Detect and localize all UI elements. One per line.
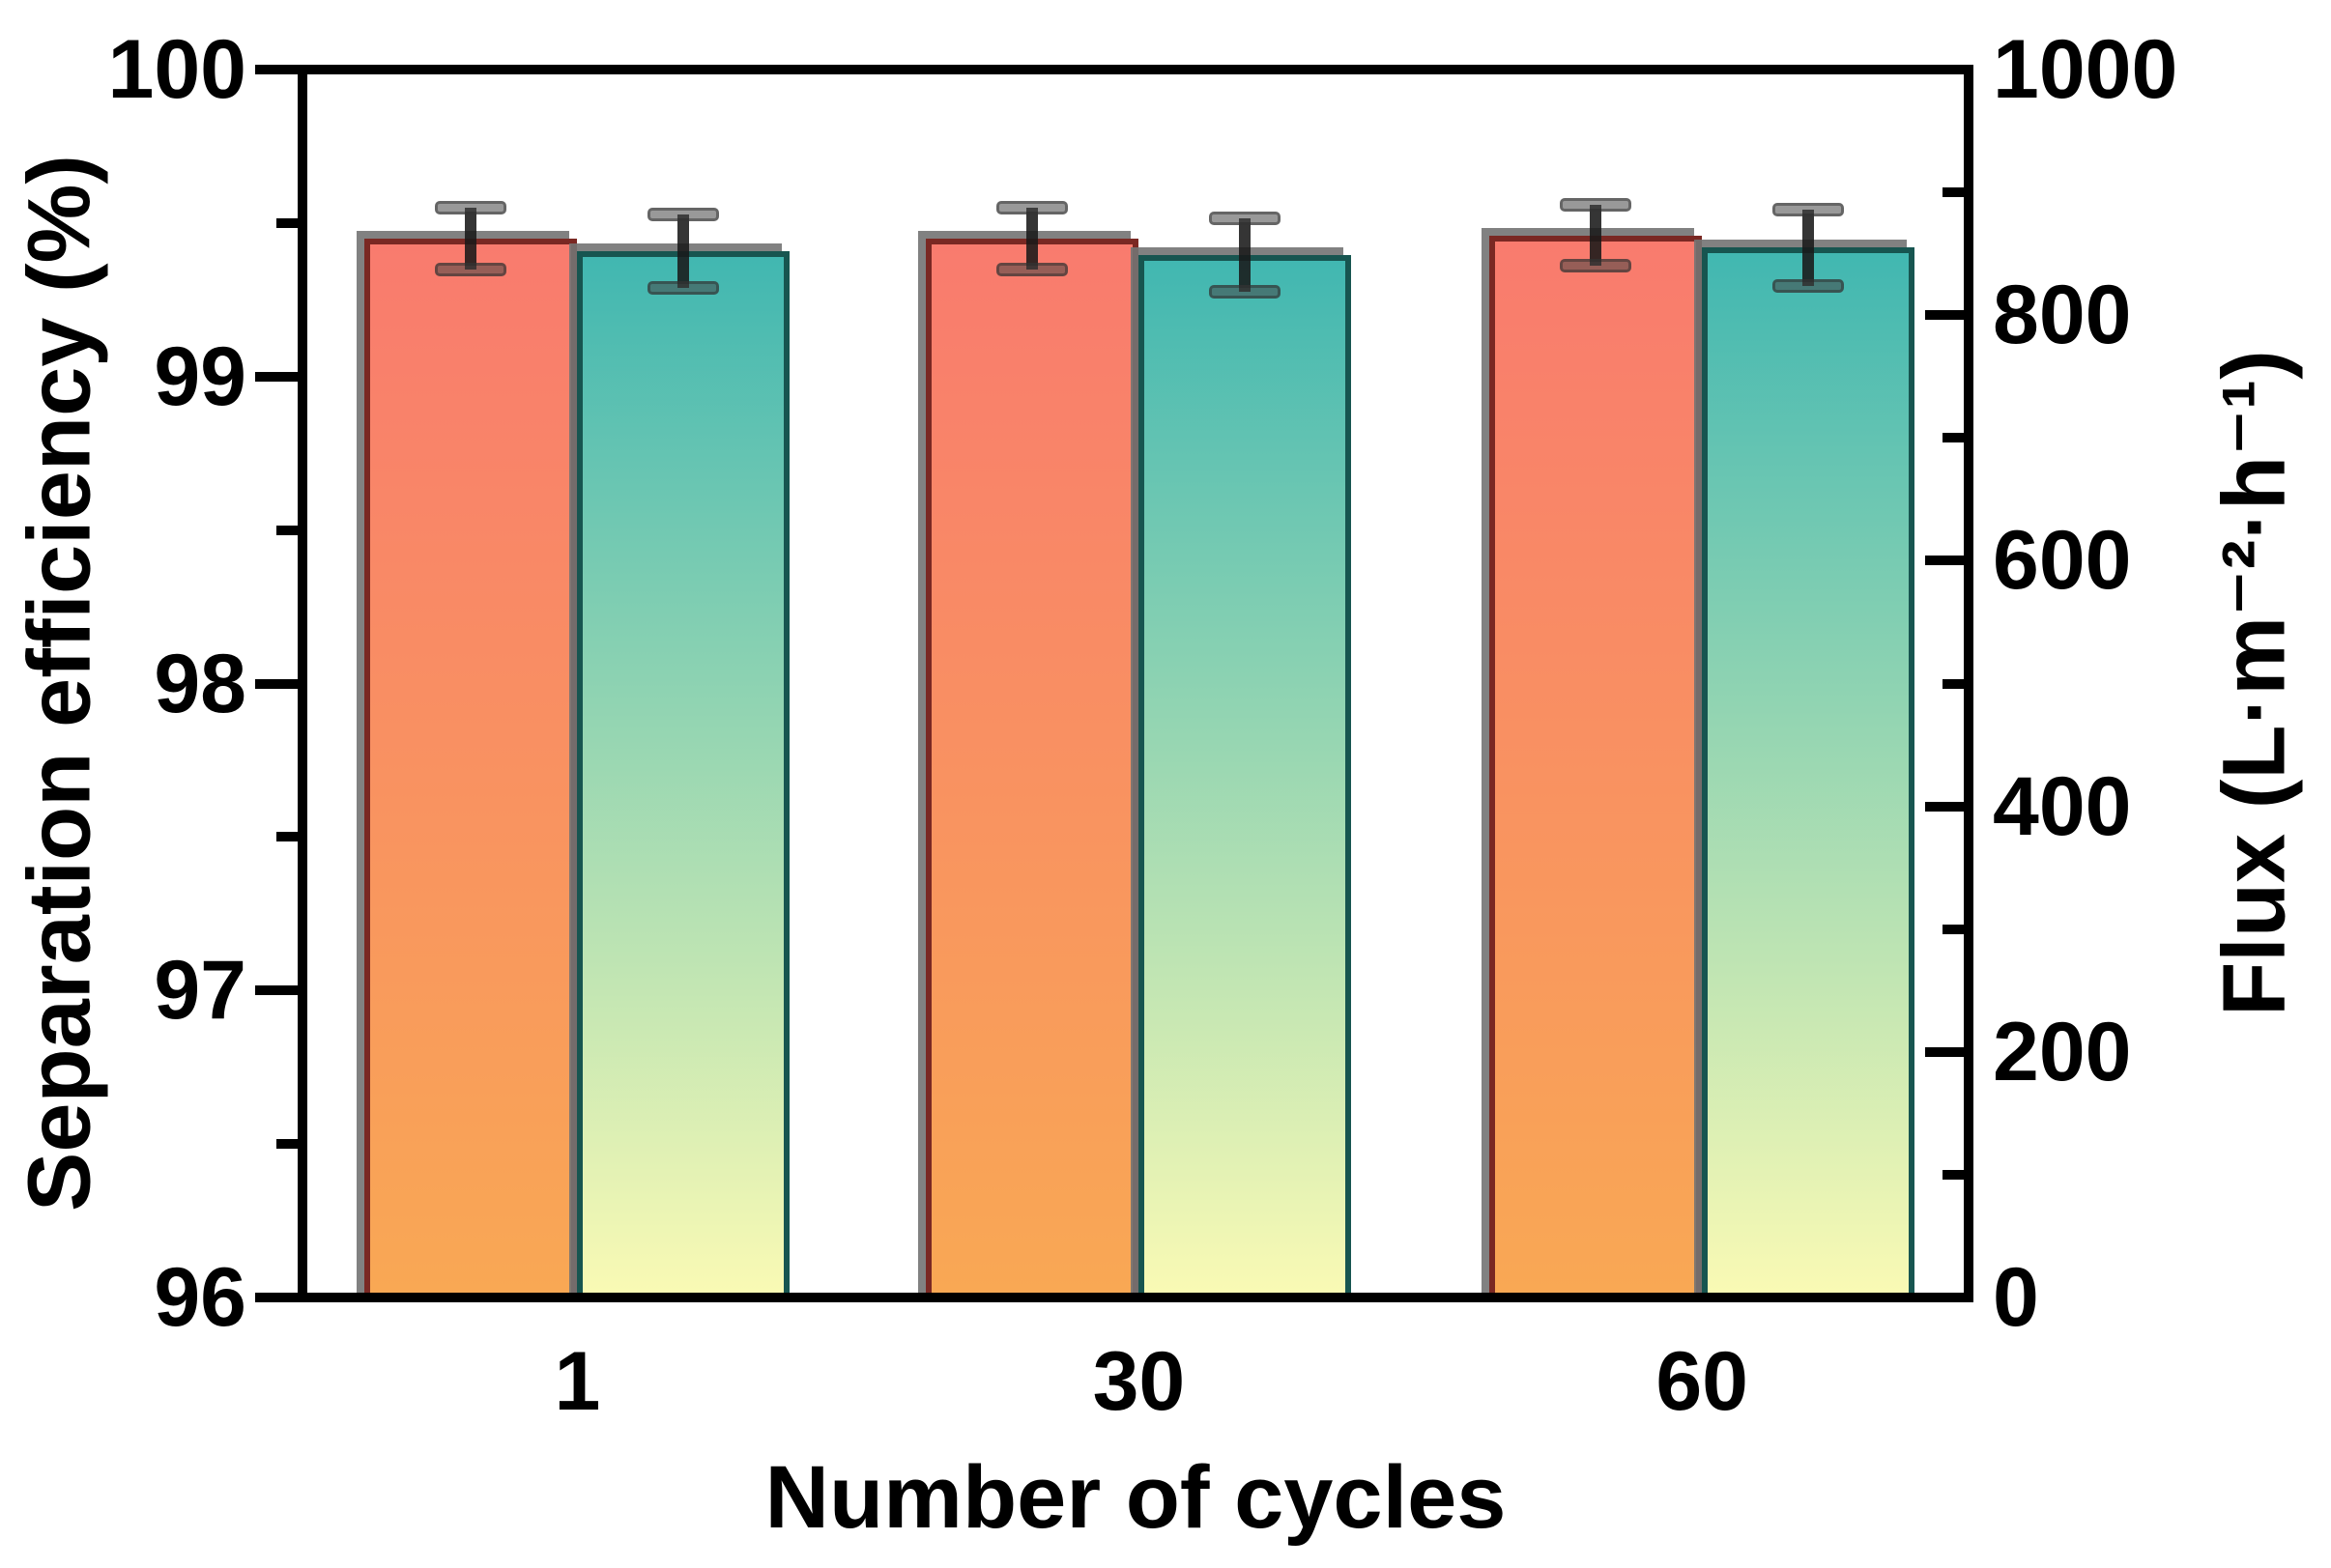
efficiency-bar: [364, 238, 578, 1302]
left-axis-major-tick: [255, 985, 298, 996]
error-bar-top-cap: [996, 200, 1069, 214]
right-axis-tick-label: 400: [1993, 759, 2132, 853]
left-axis-minor-tick: [276, 217, 298, 228]
right-axis-tick-label: 1000: [1993, 23, 2178, 116]
right-axis-major-tick: [1925, 1293, 1964, 1302]
error-bar-bottom-cap: [435, 262, 507, 276]
right-axis-major-tick: [1925, 556, 1964, 566]
x-axis-tick-label: 30: [1092, 1335, 1186, 1428]
flux-bar: [1138, 254, 1352, 1302]
x-axis-tick-label: 1: [554, 1335, 601, 1428]
right-axis-major-tick: [1925, 65, 1964, 74]
error-bar-line: [677, 214, 690, 289]
error-bar-top-cap: [1772, 202, 1845, 216]
error-bar-bottom-cap: [1209, 285, 1281, 299]
error-bar-top-cap: [1560, 197, 1632, 212]
flux-bar: [1702, 247, 1915, 1302]
error-bar-bottom-cap: [648, 281, 720, 296]
flux-bar: [577, 251, 791, 1302]
left-axis-tick-label: 97: [154, 944, 246, 1038]
error-bar-bottom-cap: [1560, 259, 1632, 273]
error-bar-line: [1239, 217, 1252, 293]
error-bar-top-cap: [648, 207, 720, 221]
left-axis-major-tick: [255, 678, 298, 689]
error-bar-bottom-cap: [996, 262, 1069, 276]
error-bar-top-cap: [435, 200, 507, 214]
left-axis-major-tick: [255, 371, 298, 382]
right-axis-tick-label: 600: [1993, 514, 2132, 608]
left-axis-major-tick: [255, 65, 298, 74]
left-axis-tick-label: 96: [154, 1251, 246, 1344]
efficiency-bar: [1489, 235, 1703, 1302]
right-axis-minor-tick: [1942, 433, 1964, 443]
error-bar-bottom-cap: [1772, 278, 1845, 293]
right-axis-tick-label: 200: [1993, 1005, 2132, 1098]
error-bar-line: [1026, 207, 1039, 270]
left-axis-tick-label: 100: [107, 23, 247, 116]
x-axis-tick-label: 60: [1655, 1335, 1748, 1428]
right-axis-minor-tick: [1942, 924, 1964, 934]
left-axis-tick-label: 99: [154, 329, 246, 423]
left-axis-minor-tick: [276, 832, 298, 842]
left-axis-minor-tick: [276, 1139, 298, 1150]
error-bar-line: [1802, 209, 1815, 286]
right-axis-minor-tick: [1942, 678, 1964, 689]
right-axis-tick-label: 0: [1993, 1251, 2039, 1344]
error-bar-top-cap: [1209, 211, 1281, 225]
right-axis-title: Flux (L·m⁻²·h⁻¹): [2204, 350, 2304, 1016]
efficiency-bar: [926, 238, 1139, 1302]
error-bar-line: [1590, 204, 1602, 267]
right-axis-major-tick: [1925, 1046, 1964, 1057]
left-axis-minor-tick: [276, 525, 298, 535]
right-axis-minor-tick: [1942, 187, 1964, 198]
left-axis-tick-label: 98: [154, 637, 246, 730]
x-axis-title: Number of cycles: [764, 1448, 1507, 1547]
left-axis-major-tick: [255, 1293, 298, 1302]
right-axis-tick-label: 800: [1993, 269, 2132, 362]
right-axis-minor-tick: [1942, 1169, 1964, 1180]
right-axis-major-tick: [1925, 801, 1964, 812]
error-bar-line: [465, 207, 477, 270]
right-axis-major-tick: [1925, 310, 1964, 321]
